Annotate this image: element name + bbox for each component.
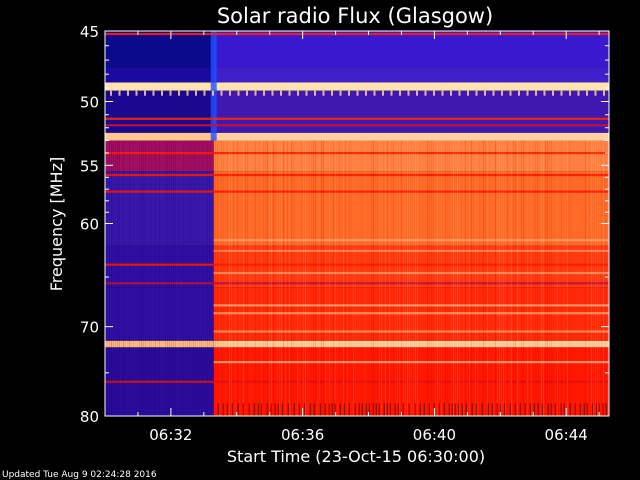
emission-line-12 [213,312,610,315]
band-before-6 [105,171,214,246]
y-axis-label: Frequency [MHz] [47,157,66,291]
band-before-4 [105,132,214,141]
x-tick-label-2: 06:40 [413,426,456,444]
chart-title: Solar radio Flux (Glasgow) [217,4,493,28]
band-after-2 [213,82,610,91]
emission-line-13 [213,330,610,333]
band-before-1 [105,67,214,83]
band-before-3 [105,90,214,133]
band-after-1 [213,67,610,83]
emission-line-10 [105,282,609,285]
updated-timestamp: Updated Tue Aug 9 02:24:28 2016 [2,470,157,480]
y-tick-label-0: 45 [80,23,99,41]
band-before-0 [105,31,214,68]
y-tick-label-2: 55 [80,157,99,175]
x-tick-label-3: 06:44 [545,426,588,444]
y-tick-label-4: 70 [80,319,99,337]
band-before-9 [105,340,214,348]
emission-line-2 [105,124,609,127]
x-tick-label-1: 06:36 [281,426,324,444]
band-before-2 [105,82,214,91]
emission-line-6 [213,239,610,242]
band-before-8 [105,287,214,341]
band-before-7 [105,245,214,288]
emission-line-14 [213,361,610,364]
band-after-7 [213,245,610,288]
band-after-4 [213,132,610,141]
emission-line-5 [105,190,609,193]
band-before-5 [105,140,214,172]
emission-line-3 [105,151,609,155]
y-tick-label-5: 80 [80,408,99,426]
emission-line-4 [105,173,609,177]
plot-area [104,30,610,417]
emission-line-9 [213,271,610,275]
emission-line-7 [213,249,610,253]
y-tick-label-1: 50 [80,94,99,112]
emission-line-0 [105,32,609,36]
onset-edge [210,31,217,141]
band-after-9 [213,340,610,348]
emission-line-15 [105,380,609,383]
emission-line-11 [213,304,610,307]
band-after-6 [213,171,610,246]
x-tick-label-0: 06:32 [149,426,192,444]
noise-texture [105,90,608,417]
x-axis-label: Start Time (23-Oct-15 06:30:00) [227,447,485,466]
y-axis: 45 50 55 60 70 80 [80,23,609,426]
x-axis: 06:32 06:36 06:40 06:44 [137,31,600,444]
emission-line-1 [105,117,609,120]
band-after-5 [213,140,610,172]
y-tick-label-3: 60 [80,216,99,234]
band-after-0 [213,31,610,68]
emission-line-8 [105,263,609,266]
band-after-3 [213,90,610,133]
